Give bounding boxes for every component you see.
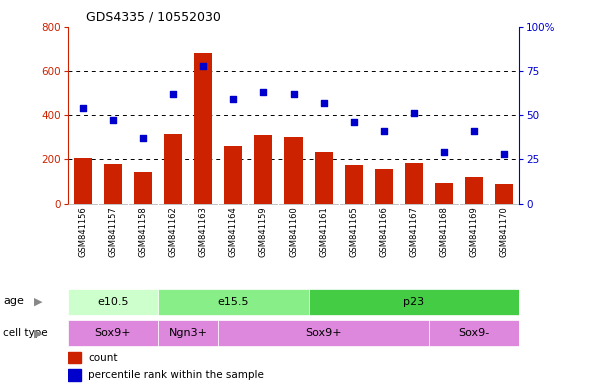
Point [319,100,328,106]
Bar [284,137,303,204]
Text: GSM841165: GSM841165 [349,206,358,257]
Bar [405,163,423,204]
Text: p23: p23 [404,297,424,308]
Point [499,151,509,157]
Bar [134,172,152,204]
Point [379,128,388,134]
Text: Ngn3+: Ngn3+ [169,328,208,338]
Point [228,96,238,103]
Bar [194,53,212,204]
Bar [68,352,81,363]
Bar [309,290,519,315]
Bar [465,177,483,204]
Text: GSM841159: GSM841159 [259,206,268,257]
Bar [104,164,122,204]
Point [109,118,118,124]
Bar [314,152,333,204]
Text: GSM841161: GSM841161 [319,206,328,257]
Point [78,105,88,111]
Text: GSM841170: GSM841170 [500,206,509,257]
Text: GSM841162: GSM841162 [169,206,178,257]
Text: GSM841169: GSM841169 [470,206,478,257]
Text: GSM841166: GSM841166 [379,206,388,257]
Text: e15.5: e15.5 [218,297,249,308]
Point [138,135,148,141]
Text: Sox9+: Sox9+ [305,328,342,338]
Point [409,110,419,116]
Point [169,91,178,97]
Bar [375,169,393,204]
Text: GSM841163: GSM841163 [199,206,208,257]
Point [349,119,359,125]
Bar [68,369,81,381]
Bar [495,184,513,204]
Text: GSM841156: GSM841156 [78,206,87,257]
Text: Sox9-: Sox9- [458,328,490,338]
Text: ▶: ▶ [34,296,42,306]
Text: GSM841168: GSM841168 [440,206,448,257]
Text: percentile rank within the sample: percentile rank within the sample [88,370,264,380]
Bar [74,158,92,204]
Bar [218,320,429,346]
Text: GDS4335 / 10552030: GDS4335 / 10552030 [86,10,221,23]
Text: count: count [88,353,117,363]
Text: age: age [3,296,24,306]
Bar [158,290,309,315]
Bar [158,320,218,346]
Bar [68,320,158,346]
Point [258,89,268,95]
Bar [68,290,158,315]
Bar [254,135,273,204]
Bar [224,146,242,204]
Text: e10.5: e10.5 [97,297,129,308]
Point [439,149,449,156]
Text: GSM841158: GSM841158 [139,206,148,257]
Text: GSM841160: GSM841160 [289,206,298,257]
Bar [164,134,182,204]
Bar [429,320,519,346]
Text: GSM841164: GSM841164 [229,206,238,257]
Bar [345,165,363,204]
Point [198,63,208,69]
Bar [435,182,453,204]
Point [289,91,298,97]
Text: ▶: ▶ [34,328,42,338]
Text: GSM841157: GSM841157 [109,206,117,257]
Point [470,128,479,134]
Text: Sox9+: Sox9+ [94,328,132,338]
Text: GSM841167: GSM841167 [409,206,418,257]
Text: cell type: cell type [3,328,48,338]
